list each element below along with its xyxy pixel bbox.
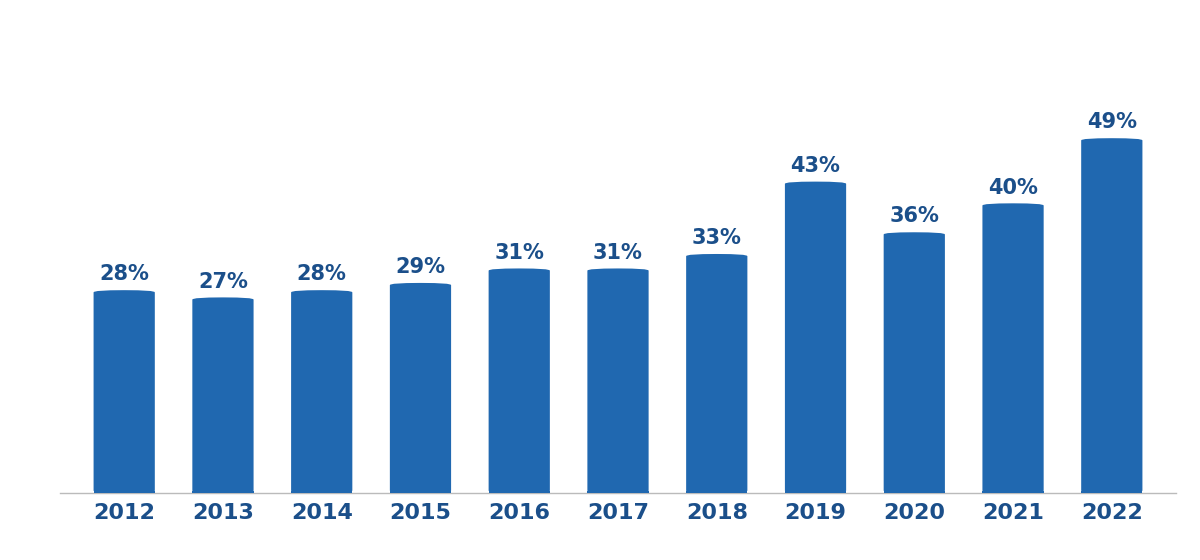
FancyBboxPatch shape	[390, 283, 451, 493]
FancyBboxPatch shape	[292, 290, 353, 493]
Bar	[983, 491, 1044, 493]
Text: 31%: 31%	[494, 242, 544, 263]
Bar	[488, 491, 550, 493]
Bar	[686, 491, 748, 493]
Text: 33%: 33%	[692, 228, 742, 248]
FancyBboxPatch shape	[785, 181, 846, 493]
Text: 49%: 49%	[1087, 113, 1136, 132]
Bar	[390, 491, 451, 493]
FancyBboxPatch shape	[192, 297, 253, 493]
FancyBboxPatch shape	[94, 290, 155, 493]
FancyBboxPatch shape	[883, 232, 944, 493]
Text: 40%: 40%	[988, 178, 1038, 198]
Bar	[785, 491, 846, 493]
Text: 28%: 28%	[296, 264, 347, 284]
FancyBboxPatch shape	[488, 268, 550, 493]
Bar	[883, 491, 944, 493]
FancyBboxPatch shape	[587, 268, 649, 493]
Bar	[587, 491, 649, 493]
Text: 31%: 31%	[593, 242, 643, 263]
Bar	[192, 491, 253, 493]
Bar	[94, 491, 155, 493]
Text: 43%: 43%	[791, 156, 840, 176]
Bar	[292, 491, 353, 493]
Text: 36%: 36%	[889, 207, 940, 226]
Text: 28%: 28%	[100, 264, 149, 284]
FancyBboxPatch shape	[983, 203, 1044, 493]
Text: 29%: 29%	[396, 257, 445, 277]
FancyBboxPatch shape	[686, 254, 748, 493]
Text: 27%: 27%	[198, 272, 248, 292]
FancyBboxPatch shape	[1081, 138, 1142, 493]
Bar	[1081, 491, 1142, 493]
